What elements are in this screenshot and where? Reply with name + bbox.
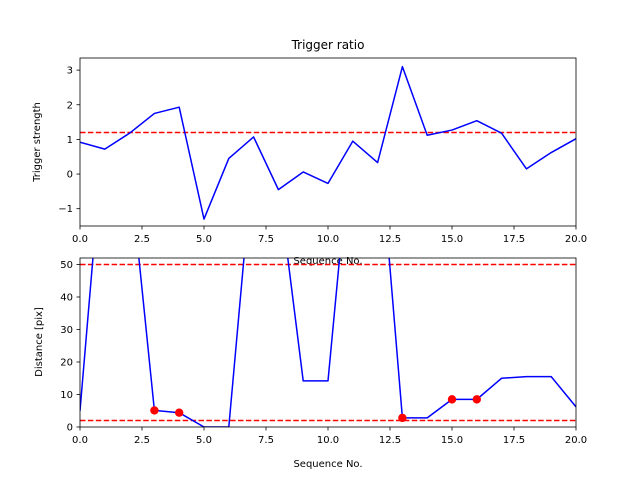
x-tick-label: 0.0 [72, 435, 88, 446]
threshold-lines [80, 263, 576, 422]
axes-frame [79, 257, 577, 428]
y-axis-label: Trigger strength [32, 102, 43, 183]
y-tick-label: 2 [67, 100, 73, 111]
x-tick-label: 2.5 [134, 435, 150, 446]
x-tick-label: 17.5 [503, 234, 525, 245]
x-tick-label: 20.0 [565, 234, 587, 245]
tick-group: 0.0 2.5 5.0 7.5 10.0 12.5 15.0 17.5 20.0 0 10 20 30 4… [60, 260, 587, 446]
y-tick-label: 10 [60, 390, 73, 401]
data-point-marker [472, 395, 481, 404]
x-tick-label: 15.0 [441, 435, 463, 446]
distance-panel: 0.0 2.5 5.0 7.5 10.0 12.5 15.0 17.5 20.0 0 10 20 30 4… [34, 257, 587, 470]
x-tick-label: 12.5 [379, 435, 401, 446]
x-axis-label: Sequence No. [293, 256, 362, 267]
y-tick-label: 50 [60, 260, 73, 271]
y-tick-label: −1 [58, 204, 73, 215]
marker-group [150, 395, 481, 423]
series-line [80, 65, 576, 220]
trigger-ratio-panel: Trigger ratio 0.0 2.5 5.0 7.5 10.0 12.5 15.0 17… [32, 38, 587, 267]
series-line [80, 258, 576, 427]
x-tick-label: 17.5 [503, 435, 525, 446]
x-tick-label: 0.0 [72, 234, 88, 245]
data-point-marker [447, 395, 457, 404]
x-tick-label: 10.0 [317, 435, 339, 446]
y-tick-label: 0 [67, 423, 73, 434]
x-tick-label: 5.0 [196, 435, 212, 446]
y-tick-label: 1 [67, 135, 73, 146]
x-tick-label: 20.0 [565, 435, 587, 446]
data-point-marker [150, 406, 159, 415]
chart-title: Trigger ratio [291, 38, 365, 52]
y-axis-label: Distance [pix] [34, 307, 45, 377]
data-point-marker [175, 408, 184, 417]
data-point-marker [398, 413, 407, 423]
x-tick-label: 15.0 [441, 234, 463, 245]
x-axis-label: Sequence No. [293, 459, 362, 470]
x-tick-label: 7.5 [258, 435, 274, 446]
x-tick-label: 5.0 [196, 234, 212, 245]
axes-frame [79, 57, 577, 227]
x-tick-label: 2.5 [134, 234, 150, 245]
x-tick-label: 10.0 [317, 234, 339, 245]
series-lines [80, 65, 576, 220]
y-tick-label: 3 [67, 66, 73, 77]
y-tick-label: 0 [67, 170, 73, 181]
tick-group: 0.0 2.5 5.0 7.5 10.0 12.5 15.0 17.5 20.0 −1 0 1 2 3 [58, 66, 587, 245]
series-lines [80, 258, 576, 427]
x-tick-label: 7.5 [258, 234, 274, 245]
y-tick-label: 30 [60, 325, 73, 336]
y-tick-label: 40 [60, 293, 73, 304]
x-tick-label: 12.5 [379, 234, 401, 245]
y-tick-label: 20 [60, 358, 73, 369]
